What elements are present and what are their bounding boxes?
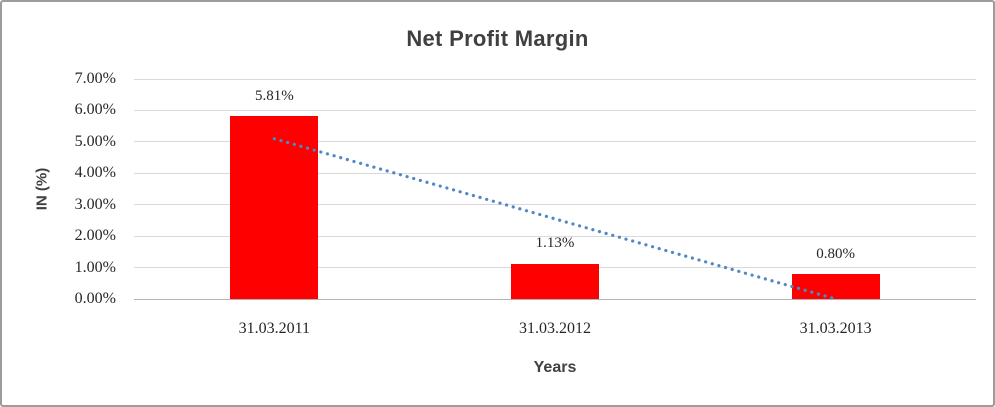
y-tick-label: 6.00% bbox=[74, 101, 116, 119]
x-tick-label: 31.03.2013 bbox=[799, 320, 872, 337]
data-label: 0.80% bbox=[816, 245, 856, 262]
chart-title: Net Profit Margin bbox=[406, 26, 589, 51]
x-axis-title: Years bbox=[533, 359, 577, 376]
y-tick-label: 5.00% bbox=[74, 132, 116, 150]
x-axis-labels: 31.03.2011 31.03.2012 31.03.2013 bbox=[134, 320, 976, 340]
x-tick-label: 31.03.2012 bbox=[519, 320, 591, 337]
y-axis-ticks: 0.00% 1.00% 2.00% 3.00% 4.00% 5.00% 6.00% 7.00% bbox=[2, 70, 122, 307]
bar-31.03.2011 bbox=[230, 116, 319, 299]
x-tick-label: 31.03.2011 bbox=[238, 320, 311, 337]
bar-31.03.2012 bbox=[511, 263, 599, 299]
gridline bbox=[134, 78, 976, 80]
data-label: 5.81% bbox=[254, 88, 294, 105]
y-tick-label: 1.00% bbox=[74, 258, 116, 276]
y-tick-label: 2.00% bbox=[74, 227, 116, 245]
gridline bbox=[134, 109, 976, 111]
y-tick-label: 4.00% bbox=[74, 164, 116, 182]
plot-area: 5.81% 1.13% 0.80% bbox=[134, 78, 976, 301]
y-tick-label: 7.00% bbox=[74, 70, 116, 87]
data-label: 1.13% bbox=[535, 235, 575, 252]
bar-31.03.2013 bbox=[791, 273, 880, 299]
y-tick-label: 3.00% bbox=[74, 195, 116, 213]
y-tick-label: 0.00% bbox=[74, 290, 116, 307]
